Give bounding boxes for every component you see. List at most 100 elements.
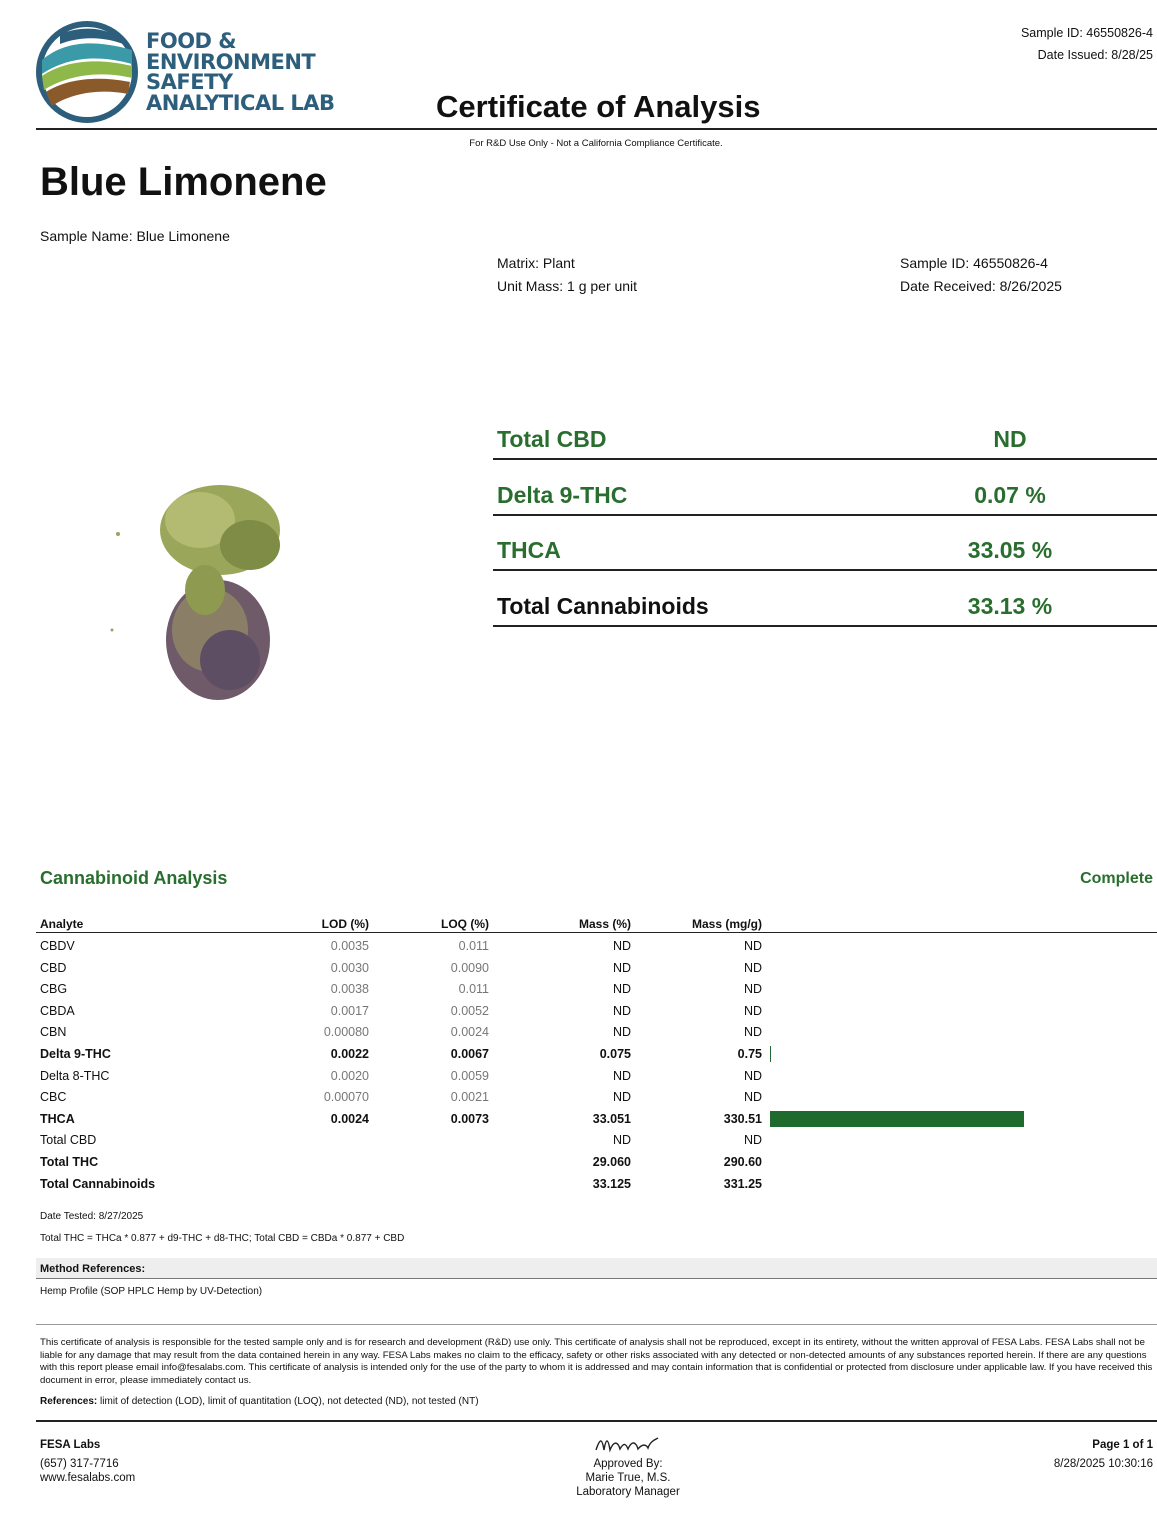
summary-value: 33.13 %: [967, 593, 1053, 620]
summary-label: THCA: [497, 537, 561, 564]
table-cell: 331.25: [723, 1176, 762, 1191]
column-header: Mass (mg/g): [691, 917, 762, 931]
table-cell: 0.0021: [450, 1090, 489, 1105]
table-cell: CBDV: [40, 939, 75, 953]
logo-text: FOOD &: [146, 29, 237, 53]
rule: [36, 1420, 1157, 1422]
summary-label: Total Cannabinoids: [497, 593, 709, 620]
table-cell: 0.0067: [450, 1047, 489, 1061]
table-cell: 0.0035: [330, 939, 369, 953]
table-cell: 0.075: [599, 1047, 631, 1061]
table-cell: ND: [612, 1003, 631, 1018]
table-cell: 0.011: [458, 982, 489, 997]
table-cell: ND: [743, 960, 762, 975]
summary-value: 0.07 %: [974, 481, 1046, 508]
summary-label: Delta 9-THC: [497, 481, 628, 508]
table-cell: ND: [743, 1025, 762, 1040]
summary-rule: [493, 458, 1157, 460]
table-cell: ND: [612, 1068, 631, 1083]
table-cell: ND: [612, 1133, 631, 1148]
summary-rule: [493, 625, 1157, 628]
rule: [36, 1324, 1157, 1325]
table-cell: 0.0024: [330, 1111, 369, 1126]
table-cell: 0.0073: [450, 1111, 489, 1126]
status: Complete: [1080, 870, 1153, 887]
disclaimer: This certificate of analysis is responsi…: [40, 1337, 1153, 1386]
summary-value: 33.05 %: [967, 537, 1053, 564]
product-photo: [110, 485, 280, 700]
table-cell: 0.0090: [450, 960, 489, 975]
references-text: limit of detection (LOD), limit of quant…: [100, 1396, 479, 1407]
table-cell: 0.0038: [330, 982, 369, 997]
references: References: limit of detection (LOD), li…: [40, 1396, 479, 1407]
column-header: Analyte: [40, 917, 84, 931]
table-cell: ND: [743, 1068, 762, 1083]
table-cell: CBG: [40, 982, 68, 997]
approved-by: Approved By:: [593, 1458, 663, 1470]
logo-text: ENVIRONMENT: [146, 50, 316, 74]
table-cell: 290.60: [723, 1155, 762, 1169]
website: www.fesalabs.com: [40, 1472, 136, 1484]
table-cell: 0.00070: [323, 1090, 369, 1105]
timestamp: 8/28/2025 10:30:16: [1053, 1458, 1153, 1470]
page-number: Page 1 of 1: [1092, 1439, 1153, 1451]
table-cell: 0.75: [737, 1047, 762, 1061]
table-cell: ND: [743, 1090, 762, 1105]
table-cell: 0.00080: [323, 1025, 369, 1040]
sample-id: Sample ID: 46550826-4: [900, 255, 1048, 271]
header-sample-id: Sample ID: 46550826-4: [1020, 26, 1153, 40]
band: [36, 1258, 1157, 1279]
company: FESA Labs: [40, 1439, 101, 1451]
table-cell: 33.125: [592, 1176, 631, 1191]
table-cell: 0.0059: [450, 1068, 489, 1083]
table-cell: ND: [612, 960, 631, 975]
table-cell: ND: [743, 1003, 762, 1018]
summary-rule: [493, 569, 1157, 572]
matrix: Matrix: Plant: [497, 255, 575, 271]
table-cell: ND: [743, 1133, 762, 1148]
table-cell: Total CBD: [40, 1133, 97, 1148]
table-cell: 0.0052: [450, 1003, 489, 1018]
summary-label: Total CBD: [497, 426, 607, 452]
table-cell: Total THC: [40, 1155, 99, 1169]
column-header: LOQ (%): [441, 917, 489, 931]
table-cell: 29.060: [592, 1155, 631, 1169]
table-cell: CBC: [40, 1090, 67, 1105]
mass-bar: [770, 1110, 1024, 1127]
table-cell: ND: [612, 1090, 631, 1105]
column-header: LOD (%): [321, 917, 369, 931]
table-cell: ND: [612, 939, 631, 953]
logo-text: ANALYTICAL LAB: [146, 91, 335, 115]
table-cell: THCA: [40, 1111, 75, 1126]
approver-title: Laboratory Manager: [576, 1486, 680, 1498]
method-title: Method References:: [40, 1263, 146, 1275]
date-tested: Date Tested: 8/27/2025: [40, 1211, 144, 1222]
table-cell: Total Cannabinoids: [40, 1176, 156, 1191]
table-cell: 0.0020: [330, 1068, 369, 1083]
table-cell: 0.0030: [330, 960, 369, 975]
section-title: Cannabinoid Analysis: [40, 868, 228, 888]
logo-mark: [36, 21, 138, 123]
table-cell: CBDA: [40, 1003, 75, 1018]
unit-mass: Unit Mass: 1 g per unit: [497, 278, 638, 294]
doc-title: Certificate of Analysis: [436, 89, 761, 124]
logo-text: SAFETY: [146, 70, 233, 94]
formula: Total THC = THCa * 0.877 + d9-THC + d8-T…: [40, 1233, 405, 1244]
summary-value: ND: [993, 426, 1027, 452]
mass-bar: [770, 1046, 771, 1062]
table-cell: 0.0024: [450, 1025, 489, 1040]
rule: [36, 932, 1157, 933]
signature: [595, 1437, 659, 1453]
table-cell: CBN: [40, 1025, 67, 1040]
rule: [36, 128, 1157, 130]
table-cell: 330.51: [723, 1111, 762, 1126]
table-cell: ND: [743, 939, 762, 953]
table-cell: ND: [612, 982, 631, 997]
phone: (657) 317-7716: [40, 1458, 119, 1470]
table-cell: Delta 8-THC: [40, 1068, 110, 1083]
product-name: Blue Limonene: [40, 160, 327, 204]
table-cell: Delta 9-THC: [40, 1047, 111, 1061]
sample-name: Sample Name: Blue Limonene: [40, 228, 230, 244]
